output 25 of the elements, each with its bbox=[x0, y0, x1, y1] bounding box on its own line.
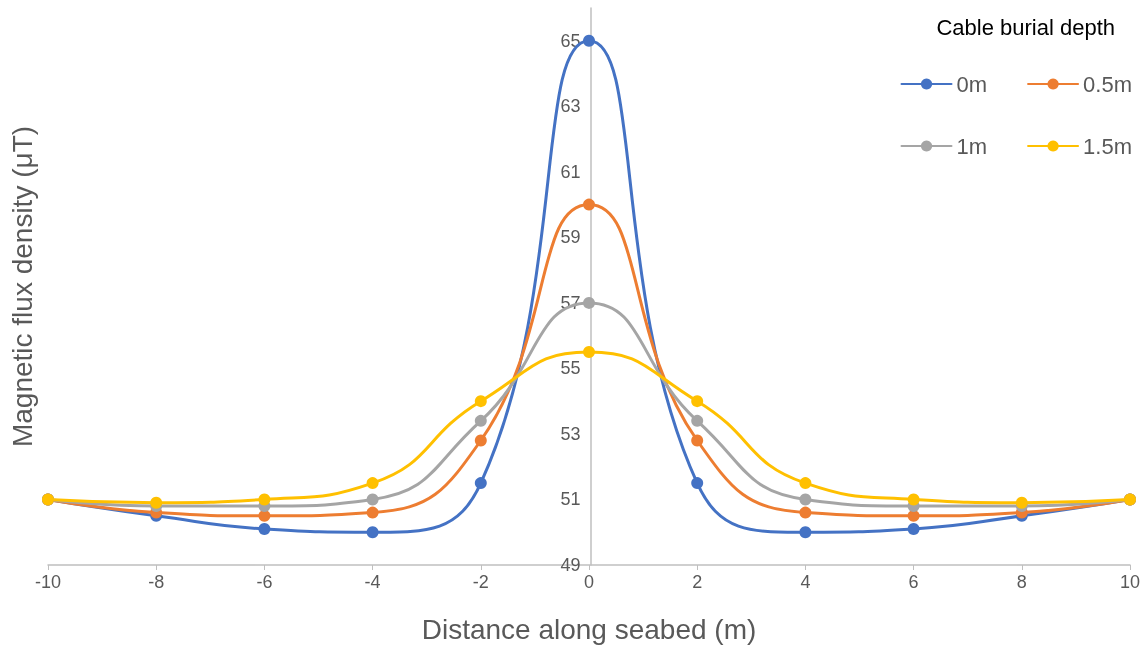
y-tick-label: 59 bbox=[560, 227, 581, 248]
x-tick-label: -6 bbox=[256, 572, 273, 592]
legend-label: 1m bbox=[956, 133, 988, 159]
legend-label: 0.5m bbox=[1083, 71, 1133, 97]
x-tick-label: 4 bbox=[800, 572, 811, 592]
x-tick-label: -4 bbox=[364, 572, 381, 592]
x-tick-label: 8 bbox=[1016, 572, 1027, 592]
y-axis-title: Magnetic flux density (μT) bbox=[6, 125, 38, 448]
y-tick-label: 53 bbox=[560, 423, 581, 444]
x-tick-label: -2 bbox=[472, 572, 489, 592]
legend-label: 1.5m bbox=[1083, 133, 1133, 159]
y-tick-label: 63 bbox=[560, 96, 581, 117]
legend-title: Cable burial depth bbox=[936, 14, 1116, 40]
y-tick-label: 55 bbox=[560, 358, 581, 379]
y-tick-label: 51 bbox=[560, 489, 581, 510]
x-axis-title: Distance along seabed (m) bbox=[421, 613, 757, 645]
x-tick-label: 2 bbox=[692, 572, 703, 592]
legend-label: 0m bbox=[956, 71, 988, 97]
x-tick-label: -10 bbox=[34, 572, 62, 592]
y-tick-label: 61 bbox=[560, 161, 581, 182]
y-tick-label: 49 bbox=[560, 555, 581, 575]
x-tick-label: 6 bbox=[908, 572, 919, 592]
x-tick-label: 0 bbox=[583, 572, 595, 592]
x-tick-label: 10 bbox=[1119, 572, 1141, 592]
x-tick-label: -8 bbox=[148, 572, 165, 592]
